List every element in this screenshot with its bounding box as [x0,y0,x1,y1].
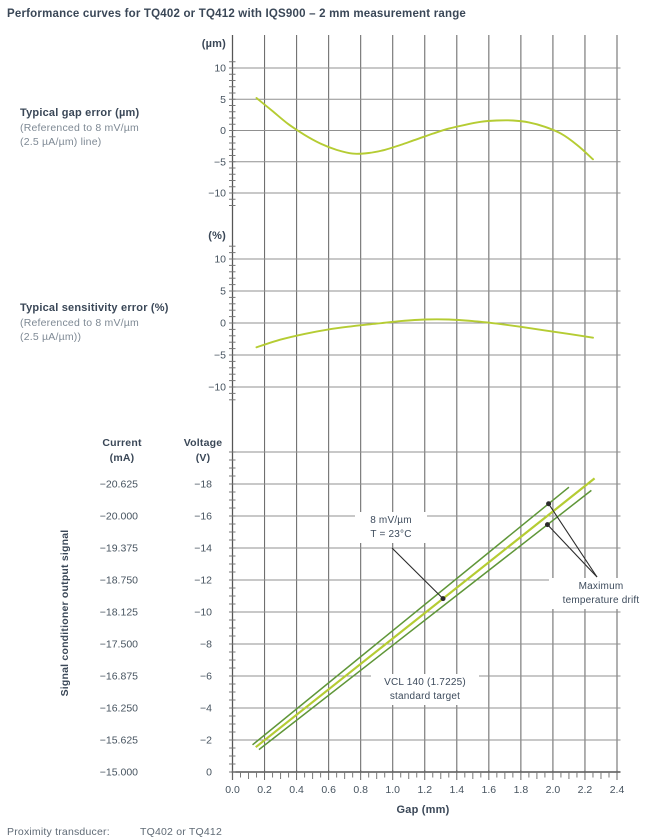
sensitivity-unit-label: (%) [208,230,226,242]
callout-dot [546,501,552,507]
callout-dot [544,522,550,528]
line-ref-line2: T = 23°C [370,528,412,540]
tick-label: −18.125 [100,607,138,619]
tick-label: 0 [220,125,226,137]
tick-label: 2.0 [546,784,561,796]
line-ref-annotation: 8 mV/µm T = 23°C [355,512,427,543]
current-header-line2: (mA) [109,452,135,464]
tick-label: 5 [220,94,226,106]
tick-label: −5 [214,350,226,362]
tick-label: −16.875 [100,671,138,683]
sensitivity-title: Typical sensitivity error (%) [20,302,169,314]
tick-label: −4 [200,703,212,715]
y-minor-ticks [229,61,236,773]
tick-label: 1.6 [482,784,497,796]
tick-label: 1.8 [514,784,529,796]
tick-label: 1.2 [417,784,432,796]
gap-error-sub2: (2.5 µA/µm) line) [20,136,102,148]
axes [231,35,621,780]
tick-label: −5 [214,156,226,168]
tick-label: −15.000 [100,767,138,779]
x-axis-ticks [232,770,618,780]
drift-annotation: Maximum temperature drift [549,578,653,609]
callout-dot [440,596,446,602]
output-signal-lines [252,477,596,751]
tick-label: 2.4 [610,784,625,796]
tick-label: 0.8 [353,784,368,796]
target-line2: standard target [389,690,461,702]
gap-error-sub1: (Referenced to 8 mV/µm [20,121,139,134]
tick-label: −16 [194,511,212,523]
tick-label: −19.375 [100,543,138,555]
axis-tick-labels: 10 5 0 −5 −10 10 5 0 −5 −10 −20.625 −18 −20.000 −16 −1… [100,63,625,797]
current-header-line1: Current [102,437,142,449]
voltage-header-line1: Voltage [183,437,223,449]
gap-error-unit-label: (µm) [201,38,226,50]
tick-label: 0 [220,318,226,330]
sensitivity-sub1: (Referenced to 8 mV/µm [20,316,139,329]
page-title: Performance curves for TQ402 or TQ412 wi… [7,8,467,20]
sensitivity-panel-label: Typical sensitivity error (%) (Reference… [20,301,169,345]
tick-label: 1.0 [385,784,400,796]
tick-label: 0.4 [289,784,304,796]
footer-label: Proximity transducer: [7,826,110,838]
tick-label: −20.625 [100,479,138,491]
tick-label: −10 [208,382,226,394]
current-axis-header: Current (mA) [86,436,158,466]
target-annotation: VCL 140 (1.7225) standard target [371,674,479,705]
tick-label: −20.000 [100,511,138,523]
footer-value: TQ402 or TQ412 [140,826,222,838]
sensitivity-sub2: (2.5 µA/µm)) [20,331,82,343]
drift-line1: Maximum [578,581,624,592]
tick-label: −18.750 [100,575,138,587]
tick-label: 5 [220,286,226,298]
footer-note: Proximity transducer: TQ402 or TQ412 [7,826,222,838]
tick-label: −2 [200,735,212,747]
voltage-header-line2: (V) [195,452,211,464]
tick-label: −17.500 [100,639,138,651]
horizontal-gridlines [232,67,621,741]
gap-error-curve [255,97,594,161]
target-line1: VCL 140 (1.7225) [384,677,466,688]
tick-label: −14 [194,543,212,555]
tick-label: −8 [200,639,212,651]
tick-label: 2.2 [578,784,593,796]
tick-label: 10 [214,254,226,266]
tick-label: −6 [200,671,212,683]
voltage-axis-header: Voltage (V) [167,436,239,466]
tick-label: −18 [194,479,212,491]
tick-label: −10 [194,607,212,619]
tick-label: −15.625 [100,735,138,747]
tick-label: −10 [208,188,226,200]
tick-label: 10 [214,63,226,75]
tick-label: 0.2 [257,784,272,796]
x-axis-label: Gap (mm) [396,804,450,816]
tick-label: −16.250 [100,703,138,715]
tick-label: 0.6 [321,784,336,796]
tick-label: 0.0 [225,784,240,796]
gap-error-title: Typical gap error (µm) [20,107,140,119]
line-ref-line1: 8 mV/µm [370,515,412,526]
vertical-gridlines [231,35,618,772]
callout-arrows [391,501,598,602]
sensitivity-error-curve [255,318,594,349]
tick-label: −12 [194,575,212,587]
drift-line2: temperature drift [562,594,640,606]
gap-error-panel-label: Typical gap error (µm) (Referenced to 8 … [20,106,139,150]
tick-label: 0 [206,767,212,779]
tick-label: 1.4 [449,784,464,796]
